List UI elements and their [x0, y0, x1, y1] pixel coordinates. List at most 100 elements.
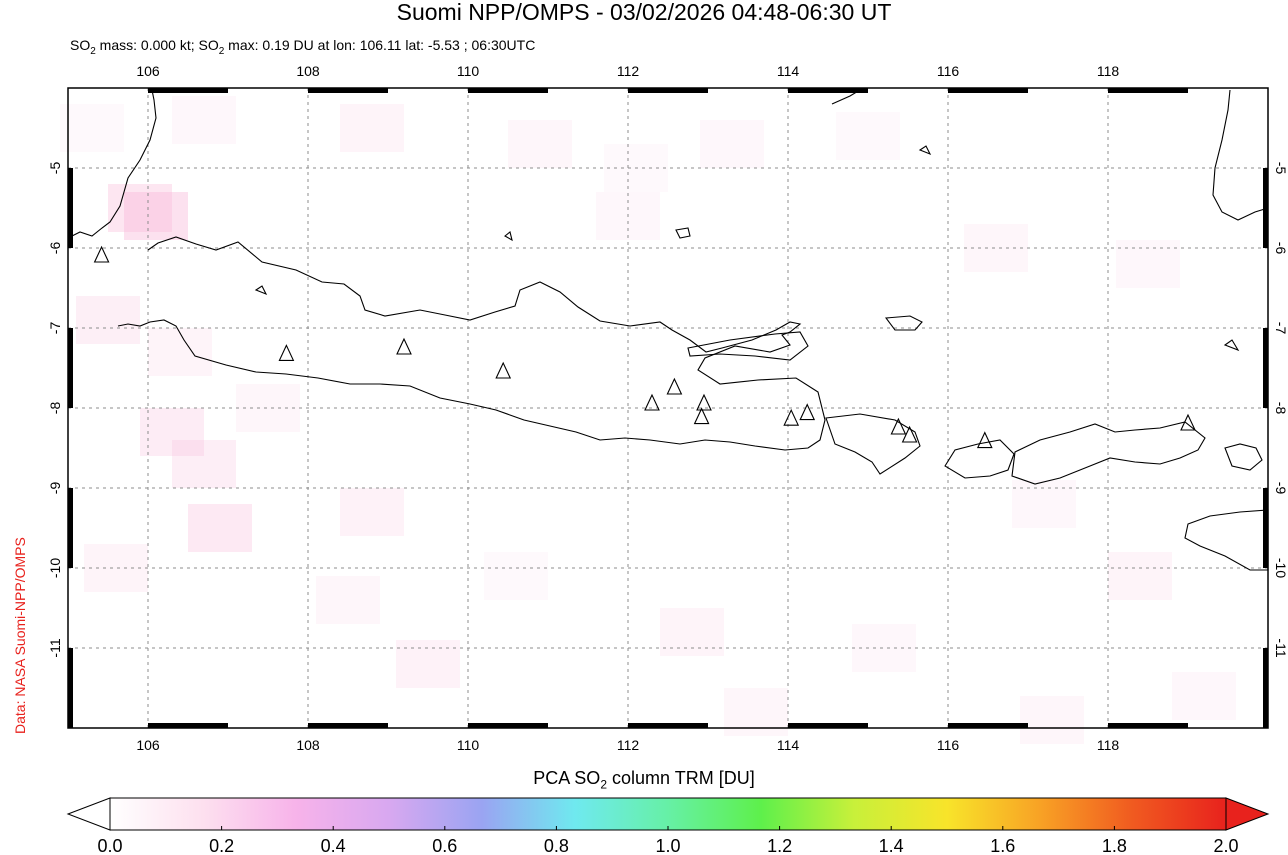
colorbar-ticks: 0.0 0.2 0.4 0.6 0.8 1.0 1.2 1.4 1.6 1.8 2.0 [97, 826, 1239, 855]
lat-tick-label-right: -7 [1273, 322, 1288, 335]
volcano-icon [890, 417, 907, 435]
so2-cell [484, 552, 548, 600]
lon-tick-label-top: 108 [296, 63, 320, 79]
so2-cell [172, 440, 236, 488]
lat-tick-label-left: -7 [47, 322, 63, 335]
volcano-icon [799, 403, 816, 421]
border-bar [948, 723, 1028, 728]
volcano-icon [976, 431, 993, 449]
lon-tick-label-bottom: 118 [1097, 737, 1120, 753]
border-bar [1263, 648, 1268, 728]
colorbar-gradient [109, 797, 1227, 831]
coastline-karimunjawa [504, 231, 513, 242]
border-bar [1108, 723, 1188, 728]
lat-tick-label-right: -6 [1273, 242, 1288, 255]
border-bar [628, 88, 708, 93]
so2-cells [60, 96, 1236, 744]
volcano-icon [783, 408, 800, 426]
so2-cell [964, 224, 1028, 272]
border-bar [468, 88, 548, 93]
lon-tick-label-bottom: 110 [457, 737, 480, 753]
coastline-lombok [944, 439, 1015, 479]
border-bar [628, 723, 708, 728]
border-bar [68, 488, 73, 568]
lon-tick-label-top: 110 [457, 63, 480, 79]
lat-tick-label-left: -10 [47, 558, 63, 578]
map-panel: 106 106 108 108 110 110 112 112 114 114 116 116 118 1… [47, 63, 1288, 753]
so2-cell [660, 608, 724, 656]
colorbar-tick-label: 1.8 [1102, 836, 1127, 855]
colorbar-tick-label: 0.2 [209, 836, 234, 855]
so2-cell [340, 104, 404, 152]
coastline-sumbawa [1011, 421, 1206, 485]
lon-tick-label-top: 118 [1097, 63, 1120, 79]
so2-cell [140, 408, 204, 456]
volcano-icon [278, 344, 295, 361]
so2-cell [124, 192, 188, 240]
lon-tick-label-bottom: 108 [296, 737, 320, 753]
so2-cell [340, 488, 404, 536]
coastline-bali [825, 413, 921, 475]
so2-cell [700, 120, 764, 168]
border-bar [1108, 88, 1188, 93]
so2-cell [396, 640, 460, 688]
colorbar-left-arrow [66, 797, 111, 831]
colorbar-title: PCA SO2 column TRM [DU] [533, 768, 755, 792]
lat-tick-label-right: -8 [1273, 402, 1288, 415]
so2-cell [1172, 672, 1236, 720]
subtitle: SO2 mass: 0.000 kt; SO2 max: 0.19 DU at … [70, 37, 536, 57]
colorbar-tick-label: 0.4 [321, 836, 346, 855]
volcano-icon [93, 245, 110, 263]
border-bar [1263, 488, 1268, 568]
so2-cell [1116, 240, 1180, 288]
axis-labels: 106 106 108 108 110 110 112 112 114 114 116 116 118 1… [47, 63, 1288, 753]
colorbar-tick-label: 0.0 [97, 836, 122, 855]
lon-tick-label-bottom: 112 [617, 737, 640, 753]
colorbar-tick-label: 0.6 [432, 836, 457, 855]
coastline-flores [1224, 443, 1263, 471]
lat-tick-label-right: -5 [1273, 162, 1288, 175]
border-bar [1263, 168, 1268, 248]
volcano-markers [93, 245, 1196, 449]
lat-tick-label-right: -10 [1273, 558, 1288, 578]
coastlines [67, 87, 1269, 571]
so2-cell [852, 624, 916, 672]
so2-cell [76, 296, 140, 344]
coastline-islets [254, 145, 1240, 352]
border-bar [1263, 328, 1268, 408]
volcano-icon [666, 377, 683, 395]
so2-cell [1012, 480, 1076, 528]
coastline-kangean [884, 315, 923, 331]
lat-tick-label-left: -11 [47, 638, 63, 657]
border-bar [788, 723, 868, 728]
border-bar [308, 723, 388, 728]
volcano-icon [644, 393, 660, 411]
volcano-icon [901, 425, 918, 443]
lat-tick-label-left: -8 [47, 402, 63, 415]
border-bar [148, 88, 228, 93]
so2-cell [84, 544, 148, 592]
coastline-bawean [675, 227, 691, 239]
so2-cell [188, 504, 252, 552]
border-bar [68, 648, 73, 728]
lon-tick-label-top: 114 [777, 63, 800, 79]
so2-cell [1108, 552, 1172, 600]
so2-cell [836, 112, 900, 160]
border-bar [68, 328, 73, 408]
colorbar-right-arrow [1225, 797, 1270, 831]
border-bar [308, 88, 388, 93]
so2-cell [148, 328, 212, 376]
coastline-sulawesi [1212, 89, 1269, 221]
border-bar [948, 88, 1028, 93]
colorbar-tick-label: 1.2 [767, 836, 792, 855]
lon-tick-label-top: 112 [617, 63, 640, 79]
so2-cell [1020, 696, 1084, 744]
volcano-icon [1180, 413, 1196, 431]
colorbar-tick-label: 1.4 [879, 836, 904, 855]
volcano-icon [693, 407, 710, 425]
so2-cell [172, 96, 236, 144]
lon-tick-label-top: 106 [136, 63, 160, 79]
volcano-icon [696, 393, 712, 411]
colorbar-tick-label: 1.6 [990, 836, 1015, 855]
page-title: Suomi NPP/OMPS - 03/02/2026 04:48-06:30 … [396, 0, 892, 25]
